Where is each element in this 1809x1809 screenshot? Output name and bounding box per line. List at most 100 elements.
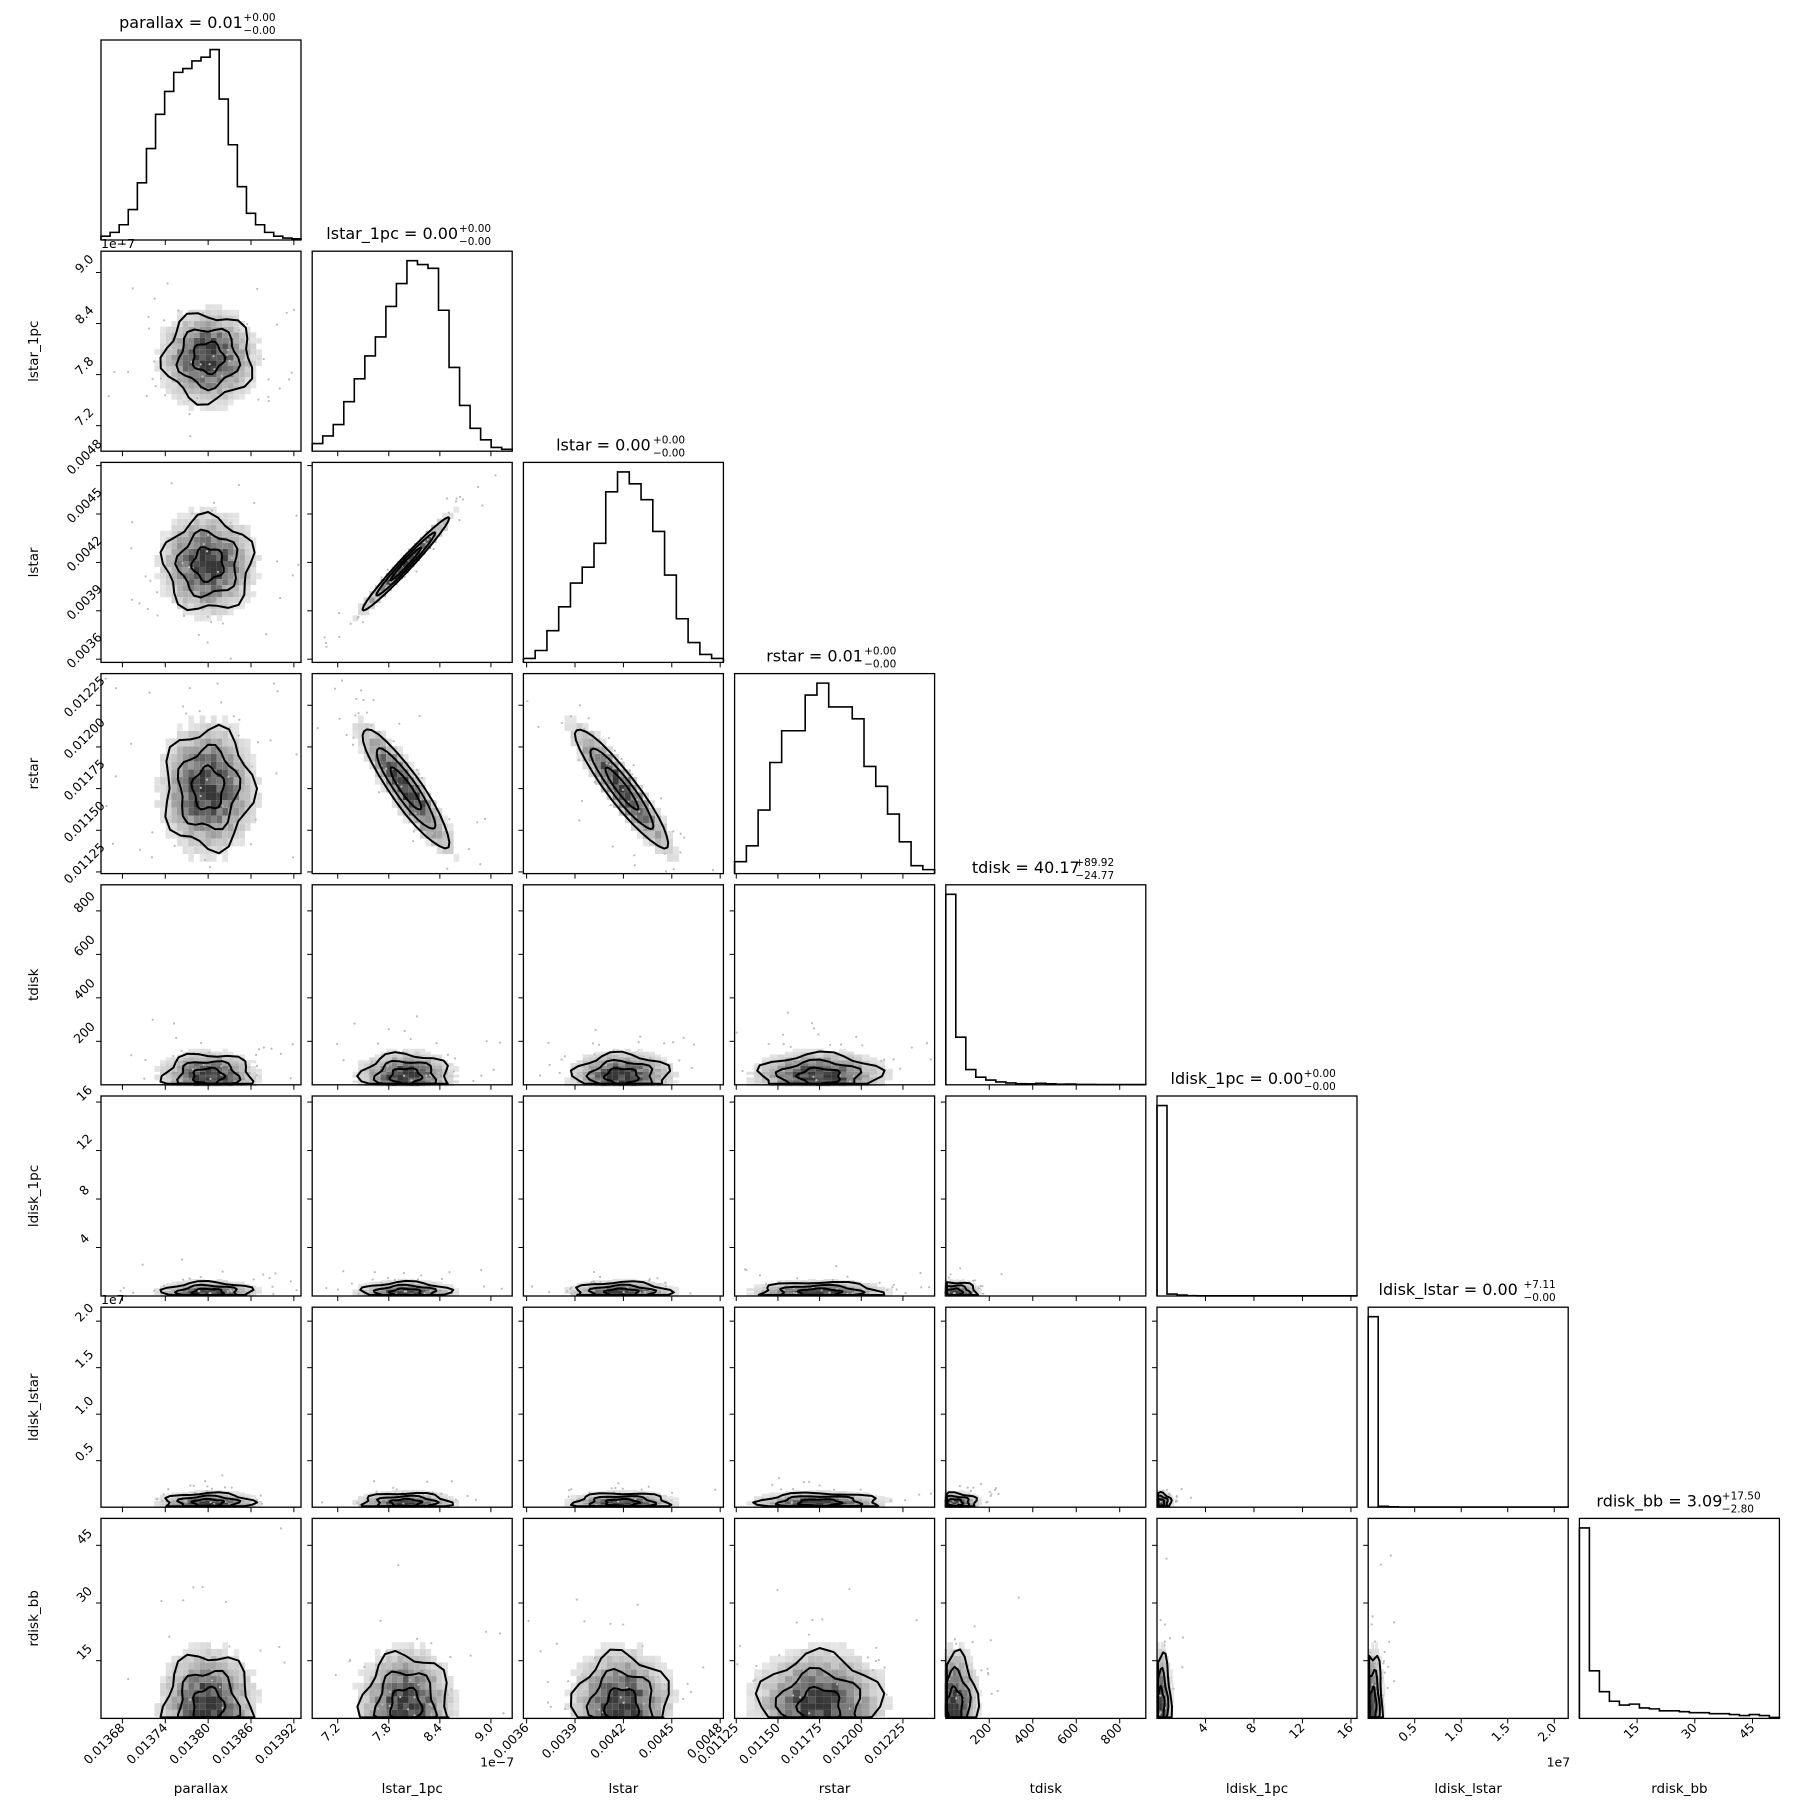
density-cell xyxy=(256,800,262,808)
density-cell xyxy=(250,337,257,344)
density-cell xyxy=(239,332,245,338)
density-cell xyxy=(222,366,228,372)
density-cell xyxy=(165,548,172,555)
sample-point xyxy=(672,830,675,833)
sample-point xyxy=(249,843,253,846)
density-cell xyxy=(165,530,172,537)
density-cell xyxy=(182,394,189,400)
density-cell xyxy=(227,784,234,793)
contour-level-3 xyxy=(159,312,254,406)
sample-point xyxy=(385,767,388,770)
density-cell xyxy=(210,371,217,378)
sample-point xyxy=(664,1281,667,1284)
density-cell xyxy=(188,715,194,724)
sample-point xyxy=(229,1495,232,1498)
density-cell xyxy=(256,1289,262,1293)
density-cell xyxy=(216,838,223,847)
sample-point xyxy=(360,689,363,692)
density-cell xyxy=(177,524,183,531)
density-cell xyxy=(784,1054,793,1058)
sample-point xyxy=(269,739,272,742)
sample-point xyxy=(114,687,118,690)
density-cell xyxy=(199,1077,206,1081)
sample-point xyxy=(340,679,344,682)
density-cell xyxy=(397,1071,404,1075)
density-cell xyxy=(414,807,420,816)
sample-point xyxy=(252,1278,255,1281)
density-cell xyxy=(582,738,589,747)
density-cell xyxy=(792,1071,801,1075)
density-cell xyxy=(188,1074,194,1078)
panel-title-parallax: parallax = 0.01 +0.00−0.00 xyxy=(119,12,275,37)
density-cell xyxy=(205,746,211,754)
sample-point xyxy=(590,1281,593,1284)
sample-point xyxy=(113,370,116,374)
sample-point xyxy=(250,765,254,768)
sample-point xyxy=(166,282,169,285)
density-cell xyxy=(171,321,178,327)
density-cell xyxy=(227,1060,234,1064)
density-cell xyxy=(160,1063,166,1067)
density-cell xyxy=(256,360,262,367)
sample-point xyxy=(630,1057,634,1060)
contour-level-3 xyxy=(359,1279,455,1296)
density-cell xyxy=(194,349,200,355)
density-cell xyxy=(612,1057,619,1061)
sample-point xyxy=(189,1484,192,1487)
density-cell xyxy=(216,349,223,355)
density-cell xyxy=(374,1065,381,1069)
density-cell xyxy=(194,542,200,549)
density-cell xyxy=(199,560,206,568)
density-cell xyxy=(618,1077,625,1081)
density-cell xyxy=(239,753,245,762)
density-cell xyxy=(160,777,166,785)
panel-title-lstar: lstar = 0.00 +0.00−0.00 xyxy=(556,434,685,459)
sample-point xyxy=(891,1286,894,1289)
sample-point xyxy=(205,1489,208,1493)
panel-frame xyxy=(522,1095,725,1297)
density-cell xyxy=(177,542,183,549)
density-cell xyxy=(182,1065,189,1069)
sample-point xyxy=(903,1499,907,1502)
y-tick-label: 7.8 xyxy=(72,353,97,378)
density-cell xyxy=(199,1048,206,1052)
density-cell xyxy=(210,846,217,855)
density-cell xyxy=(648,823,655,831)
panel-frame xyxy=(100,250,302,452)
density-cell xyxy=(199,854,206,862)
density-cell xyxy=(171,332,178,338)
y-tick-label: 16 xyxy=(73,1082,95,1104)
density-cell xyxy=(869,1074,878,1078)
density-cell xyxy=(210,506,217,513)
density-cell xyxy=(194,579,200,586)
density-cell xyxy=(648,1491,655,1495)
histogram-step-lstar_1pc xyxy=(311,259,513,452)
sample-point xyxy=(276,560,279,563)
sample-point xyxy=(226,353,229,356)
y-tick-label: 9.0 xyxy=(72,251,97,276)
sample-point xyxy=(291,574,294,577)
density-cell xyxy=(594,1080,601,1084)
density-cell xyxy=(239,382,245,389)
density-cell xyxy=(216,615,223,622)
density-cell xyxy=(205,518,211,525)
density-cell xyxy=(636,830,643,839)
density-cell xyxy=(222,603,228,610)
density-cell xyxy=(239,761,245,770)
density-cell xyxy=(667,1285,674,1289)
density-cell xyxy=(210,518,217,525)
density-cell xyxy=(216,1068,223,1072)
density-cell xyxy=(199,1057,206,1061)
density-cell xyxy=(594,761,601,770)
density-cell xyxy=(216,388,223,395)
sample-point xyxy=(690,1066,693,1069)
sample-point xyxy=(375,1490,378,1493)
density-cell xyxy=(630,1051,637,1055)
density-cell xyxy=(216,1051,223,1055)
density-cell xyxy=(216,579,223,586)
density-cell xyxy=(216,304,223,310)
density-cell xyxy=(386,1048,392,1052)
density-cell xyxy=(194,1489,200,1493)
density-cell xyxy=(216,560,223,568)
sample-point xyxy=(670,1491,674,1494)
